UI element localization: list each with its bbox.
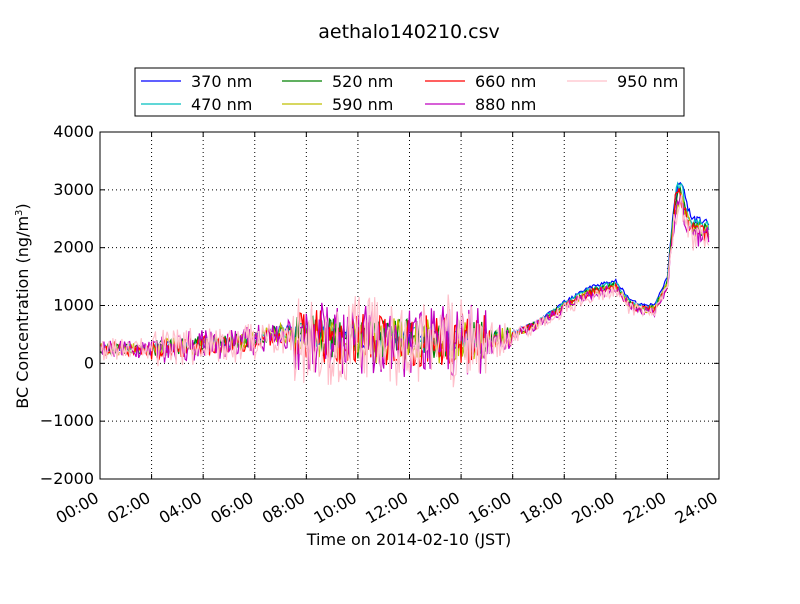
legend: 370 nm 470 nm 520 nm 590 nm 660 nm 880 nm 950 … <box>134 67 685 117</box>
y-tick-label: −1000 <box>40 411 94 430</box>
series-line <box>99 194 710 388</box>
legend-label: 660 nm <box>475 72 536 91</box>
y-tick-label: 3000 <box>53 180 94 199</box>
legend-label: 880 nm <box>475 95 536 114</box>
series-line <box>99 195 710 378</box>
y-axis-label: BC Concentration (ng/m3) <box>13 203 32 408</box>
series-layer <box>99 181 710 388</box>
y-tick-label: −2000 <box>40 469 94 488</box>
legend-label: 470 nm <box>191 95 252 114</box>
y-axis-label-end: ) <box>13 203 32 209</box>
y-tick-label: 0 <box>84 353 94 372</box>
x-axis-label: Time on 2014-02-10 (JST) <box>306 530 511 549</box>
y-axis-label-superscript: 3 <box>14 210 25 216</box>
y-axis-label-main: BC Concentration (ng/m <box>13 216 32 409</box>
legend-label: 370 nm <box>191 72 252 91</box>
y-tick-label: 1000 <box>53 296 94 315</box>
y-tick-label: 2000 <box>53 238 94 257</box>
chart-title: aethalo140210.csv <box>318 21 500 43</box>
y-tick-label: 4000 <box>53 122 94 141</box>
legend-frame <box>134 67 685 117</box>
legend-label: 590 nm <box>332 95 393 114</box>
legend-label: 950 nm <box>617 72 678 91</box>
legend-label: 520 nm <box>332 72 393 91</box>
